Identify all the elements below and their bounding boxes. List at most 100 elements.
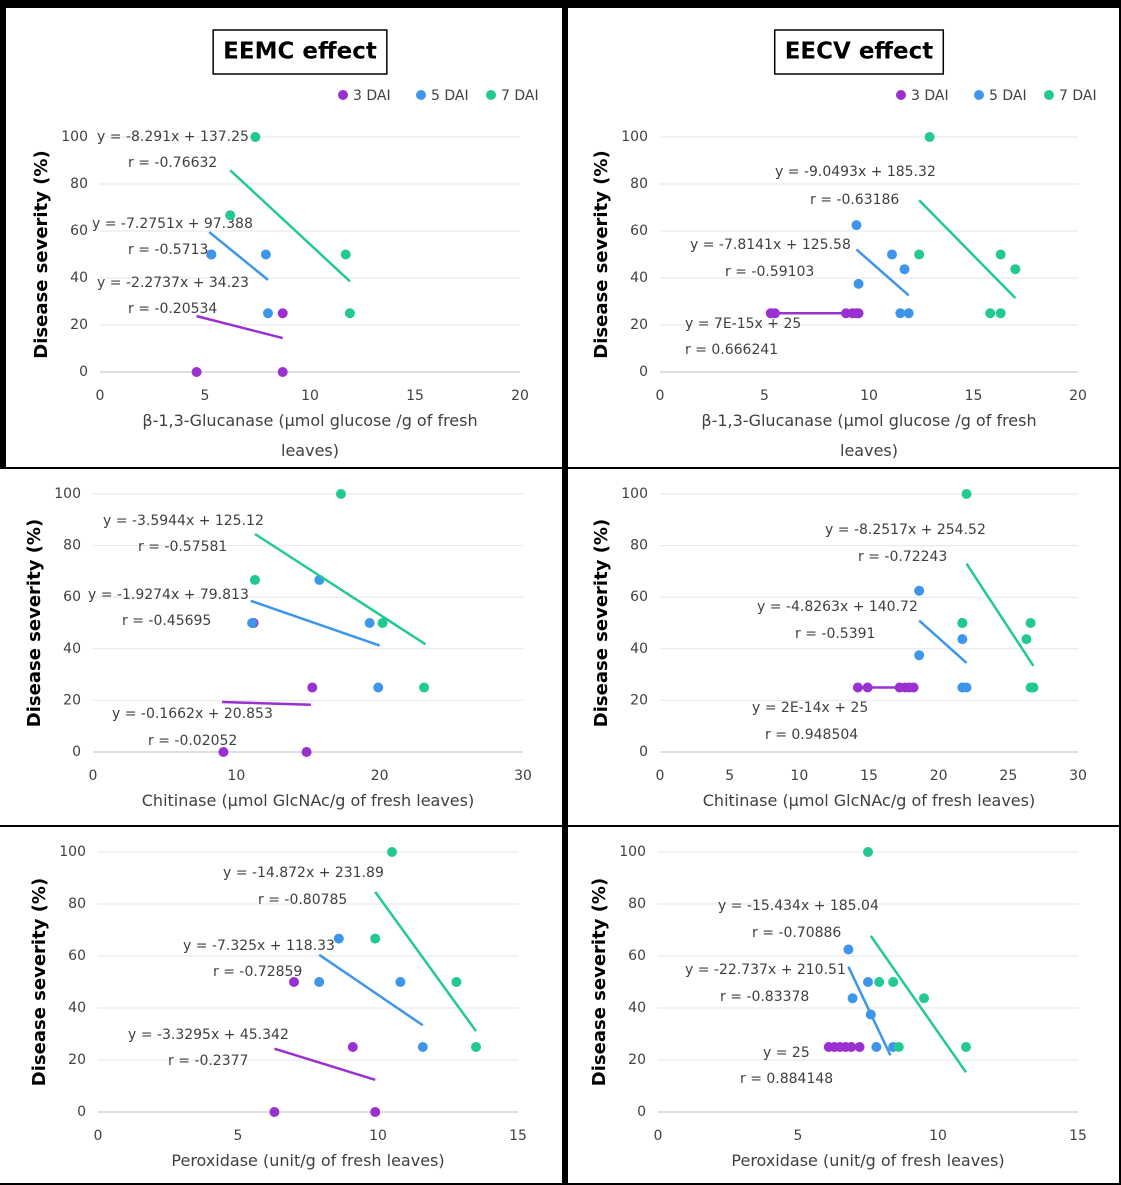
trend-equation: y = 7E-15x + 25 (685, 316, 801, 332)
x-tick-label: 20 (1069, 388, 1087, 404)
data-point (1028, 682, 1039, 693)
trendline (254, 532, 427, 646)
y-tick-label: 100 (619, 844, 646, 860)
y-tick-label: 100 (54, 486, 81, 502)
x-tick-label: 20 (930, 768, 948, 784)
data-point (225, 210, 236, 221)
y-tick-label: 40 (630, 641, 648, 657)
trendline (274, 1047, 376, 1082)
data-point (314, 977, 325, 987)
trend-r: r = 0.666241 (685, 342, 778, 358)
trend-r: r = -0.83378 (720, 989, 809, 1005)
data-point (852, 682, 863, 693)
data-point (957, 618, 968, 628)
trend-r: r = -0.59103 (725, 264, 814, 280)
trendline (918, 619, 968, 664)
trend-equation: y = -4.8263x + 140.72 (757, 599, 918, 615)
data-point (387, 847, 397, 857)
x-tick-label: 5 (760, 388, 769, 404)
x-axis-label: β-1,3-Glucanase (µmol glucose /g of fres… (142, 411, 478, 460)
data-point (377, 618, 388, 628)
trend-equation: y = -0.1662x + 20.853 (112, 706, 273, 722)
data-point (862, 682, 873, 693)
data-point (250, 132, 261, 142)
y-axis-label: Disease severity (%) (591, 150, 612, 358)
x-axis-label: Chitinase (µmol GlcNAc/g of fresh leaves… (702, 791, 1036, 810)
data-point (847, 993, 858, 1004)
y-tick-label: 100 (59, 844, 86, 860)
x-tick-label: 25 (999, 768, 1017, 784)
trend-equation: y = -3.3295x + 45.342 (128, 1027, 289, 1043)
y-axis-label: Disease severity (%) (589, 878, 610, 1086)
data-point (277, 308, 288, 319)
y-tick-label: 20 (628, 1052, 646, 1068)
data-point (206, 249, 217, 260)
data-point (218, 747, 229, 757)
legend-marker (1044, 90, 1054, 100)
trendline (965, 563, 1035, 667)
y-tick-label: 60 (70, 223, 88, 239)
header-box (212, 29, 388, 75)
legend-label: 5 DAI (989, 88, 1027, 104)
data-point (263, 308, 273, 319)
legend-label: 7 DAI (1059, 88, 1097, 104)
data-point (924, 132, 935, 142)
data-point (301, 747, 312, 757)
data-point (769, 308, 780, 319)
trend-equation: y = -8.2517x + 254.52 (825, 522, 986, 538)
y-tick-label: 40 (63, 641, 81, 657)
row-divider (0, 467, 1121, 469)
trendline (208, 231, 269, 281)
y-tick-label: 0 (79, 364, 88, 380)
bottom-border (0, 1183, 1121, 1185)
x-tick-label: 0 (656, 388, 665, 404)
x-tick-label: 5 (201, 388, 210, 404)
y-tick-label: 100 (621, 129, 648, 145)
data-point (899, 264, 910, 275)
trendline (374, 891, 478, 1032)
data-point (344, 308, 355, 319)
trend-r: r = -0.2377 (168, 1053, 248, 1069)
y-axis-label: Disease severity (%) (31, 150, 52, 358)
panel-header: EEMC effect (223, 39, 377, 65)
data-point (919, 993, 929, 1004)
data-point (417, 1042, 428, 1052)
trend-equation: y = -7.325x + 118.33 (183, 938, 335, 954)
trend-r: r = -0.70886 (752, 925, 841, 941)
data-point (419, 682, 430, 693)
x-tick-label: 5 (794, 1128, 803, 1144)
data-point (340, 249, 351, 260)
data-point (863, 847, 873, 857)
y-tick-label: 100 (61, 129, 88, 145)
trend-equation: y = -22.737x + 210.51 (685, 962, 846, 978)
trend-r: r = 0.884148 (740, 1071, 833, 1087)
data-point (395, 977, 406, 987)
trendline (250, 599, 381, 647)
y-tick-label: 20 (70, 317, 88, 333)
legend-marker (338, 90, 348, 100)
data-point (886, 249, 897, 260)
data-point (995, 308, 1006, 319)
data-point (191, 367, 202, 377)
legend-label: 3 DAI (911, 88, 949, 104)
column-divider (562, 0, 568, 1185)
data-point (853, 308, 864, 319)
data-point (874, 977, 885, 987)
x-tick-label: 10 (301, 388, 319, 404)
trend-r: r = -0.80785 (258, 892, 347, 908)
data-point (985, 308, 996, 319)
data-point (914, 585, 925, 596)
x-tick-label: 0 (94, 1128, 103, 1144)
data-point (895, 308, 906, 319)
legend-marker (974, 90, 984, 100)
y-tick-label: 0 (77, 1104, 86, 1120)
trend-equation: y = 25 (763, 1045, 810, 1061)
data-point (347, 1042, 358, 1052)
y-tick-label: 80 (630, 538, 648, 554)
legend-label: 3 DAI (353, 88, 391, 104)
y-tick-label: 60 (68, 948, 86, 964)
trend-r: r = -0.5713 (128, 242, 208, 258)
y-tick-label: 40 (68, 1000, 86, 1016)
legend-marker (486, 90, 496, 100)
x-tick-label: 0 (96, 388, 105, 404)
